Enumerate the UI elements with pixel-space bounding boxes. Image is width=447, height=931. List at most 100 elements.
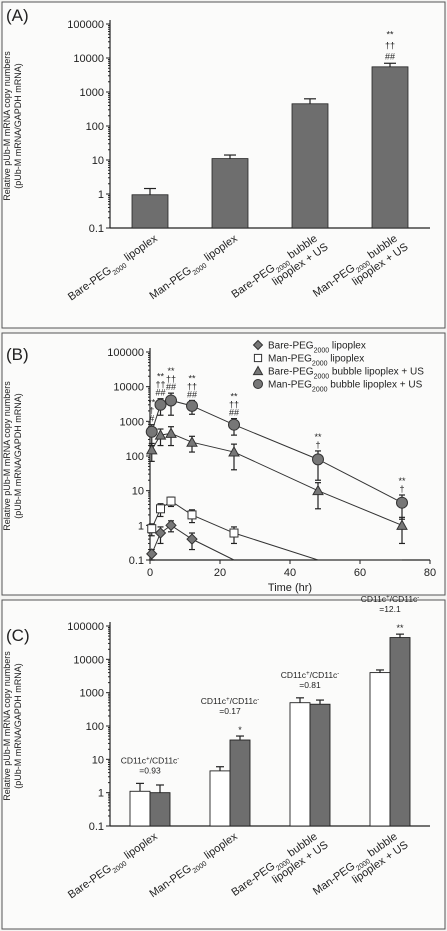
bar [209, 770, 231, 827]
y-axis-label: (pUb-M mRNA/GAPDH mRNA) [13, 663, 23, 789]
y-tick-label: 1 [98, 788, 104, 800]
ratio-value: =0.93 [139, 765, 161, 775]
significance-mark: ** [230, 392, 238, 402]
significance-mark: # [149, 414, 154, 424]
significance-mark: ** [167, 366, 175, 376]
significance-mark: † [315, 440, 320, 450]
data-point-circle [154, 398, 167, 411]
y-tick-label: 100000 [67, 621, 104, 633]
data-point-diamond [165, 519, 177, 532]
significance-mark: ## [385, 51, 395, 61]
data-point-triangle [228, 446, 240, 457]
significance-mark: ## [229, 408, 239, 418]
significance-mark: ** [314, 432, 322, 442]
significance-mark: ** [386, 29, 394, 39]
panel-label: (C) [6, 626, 30, 645]
y-tick-label: 1 [98, 189, 104, 201]
bar [211, 158, 249, 229]
data-point-triangle [396, 519, 408, 530]
panel-label: (B) [6, 345, 29, 364]
legend-entry: Man-PEG2000 lipoplex [268, 354, 364, 368]
significance-mark: ## [187, 389, 197, 399]
x-tick-label: 0 [147, 567, 153, 579]
significance-mark: ** [157, 372, 165, 382]
y-tick-label: 10 [92, 155, 104, 167]
panel-label: (A) [6, 6, 29, 25]
significance-mark: ** [148, 398, 156, 408]
data-point-triangle [186, 436, 198, 447]
data-point-circle [396, 496, 408, 509]
significance-mark: †† [155, 380, 165, 390]
legend-marker [252, 365, 264, 376]
y-tick-label: 0.1 [129, 555, 144, 567]
data-point-circle [312, 453, 324, 466]
legend-marker [253, 353, 263, 363]
y-tick-label: 100 [126, 451, 144, 463]
x-tick-label: 20 [214, 567, 226, 579]
y-tick-label: 10000 [73, 53, 104, 65]
significance-mark: †† [229, 400, 239, 410]
significance-mark: * [238, 725, 242, 735]
x-tick-label: 80 [424, 567, 436, 579]
ratio-value: =0.17 [219, 706, 241, 716]
legend-entry: Man-PEG2000 bubble lipoplex + US [268, 380, 423, 394]
data-point-square [166, 496, 176, 506]
y-axis-label: Relative pUb-M mRNA copy numbers [2, 381, 12, 531]
y-tick-label: 100000 [107, 347, 144, 359]
legend-marker [253, 379, 263, 389]
bar [149, 792, 171, 827]
data-point-square [229, 528, 239, 538]
bar [131, 194, 169, 229]
legend-entry: Bare-PEG2000 bubble lipoplex + US [268, 367, 424, 381]
bar [289, 702, 311, 827]
data-point-circle [186, 399, 198, 412]
bar [309, 703, 331, 827]
data-point-triangle [312, 484, 324, 496]
y-tick-label: 100 [86, 121, 104, 133]
y-axis-label: (pUb-M mRNA/GAPDH mRNA) [13, 63, 23, 189]
ratio-label: CD11c+/CD11c- [361, 594, 420, 604]
bar [291, 103, 329, 229]
significance-mark: ** [396, 623, 404, 633]
y-tick-label: 0.1 [89, 223, 104, 235]
data-point-circle [165, 394, 177, 407]
significance-mark: † [399, 484, 404, 494]
significance-mark: †† [187, 381, 197, 391]
bar [229, 739, 251, 827]
y-axis-label: Relative pUb-M mRNA copy numbers [2, 651, 12, 801]
x-tick-label: 60 [354, 567, 366, 579]
ratio-label: CD11c+/CD11c- [121, 755, 180, 765]
significance-mark: ** [398, 476, 406, 486]
significance-mark: †† [385, 40, 395, 50]
significance-mark: ## [155, 388, 165, 398]
bar [129, 790, 151, 827]
data-point-diamond [154, 527, 167, 539]
ratio-value: =12.1 [379, 604, 401, 614]
bar [369, 672, 391, 827]
data-point-triangle [145, 443, 158, 455]
data-point-circle [145, 425, 158, 438]
y-axis-label: Relative pUb-M mRNA copy numbers [2, 51, 12, 201]
y-tick-label: 1000 [80, 87, 104, 99]
y-tick-label: 1000 [80, 688, 104, 700]
data-point-triangle [154, 429, 167, 440]
ratio-label: CD11c+/CD11c- [201, 696, 260, 706]
y-tick-label: 10 [92, 754, 104, 766]
panel-b: (B) 0.1 1 10 100 1000 10000 100000 Relative pUb-… [1, 332, 446, 596]
data-point-square [147, 524, 157, 534]
data-point-diamond [186, 533, 198, 545]
data-point-square [156, 504, 165, 514]
y-tick-label: 100000 [67, 19, 104, 31]
y-tick-label: 1 [138, 520, 144, 532]
y-tick-label: 0.1 [89, 821, 104, 833]
legend-marker [252, 339, 264, 351]
panel-b-frame [1, 332, 446, 596]
y-tick-label: 10000 [113, 382, 144, 394]
significance-mark: ## [166, 382, 176, 392]
data-point-diamond [146, 548, 158, 560]
bar [389, 637, 411, 827]
x-tick-label: 40 [284, 567, 296, 579]
ratio-value: =0.81 [299, 680, 321, 690]
data-point-triangle [165, 427, 177, 438]
data-point-circle [228, 418, 240, 431]
